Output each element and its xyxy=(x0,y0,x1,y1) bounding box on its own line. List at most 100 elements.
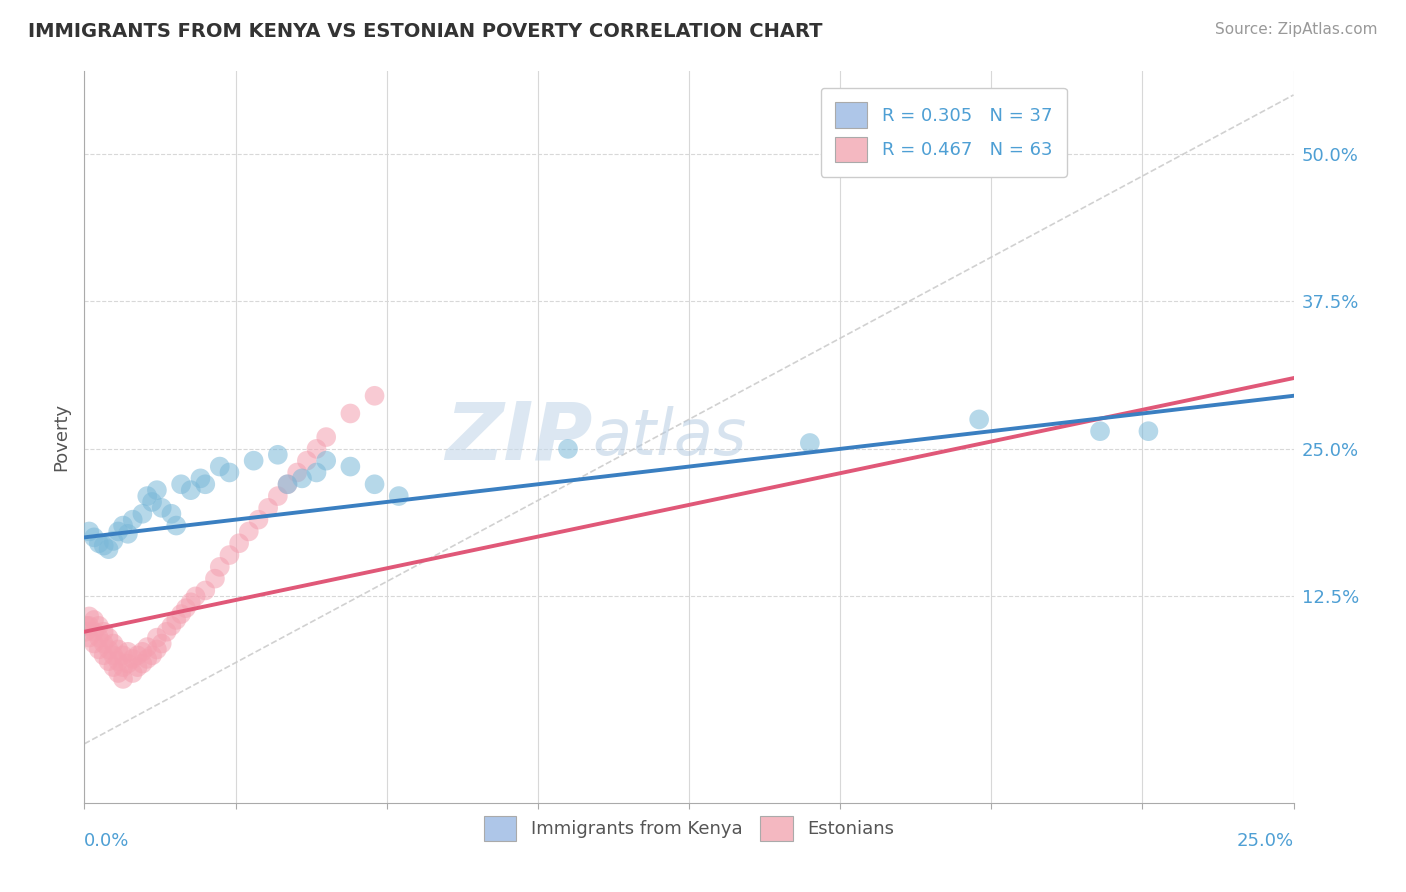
Point xyxy=(257,500,280,515)
Point xyxy=(83,530,105,544)
Point xyxy=(112,648,135,663)
Point xyxy=(93,539,115,553)
Point xyxy=(190,471,212,485)
Point xyxy=(87,536,110,550)
Point xyxy=(112,518,135,533)
Point xyxy=(339,459,361,474)
Point xyxy=(315,430,337,444)
Point xyxy=(165,518,187,533)
Point xyxy=(557,442,579,456)
Point xyxy=(112,672,135,686)
Text: atlas: atlas xyxy=(592,406,747,468)
Point xyxy=(87,631,110,645)
Point xyxy=(238,524,260,539)
Point xyxy=(150,500,173,515)
Point xyxy=(107,642,129,657)
Point xyxy=(295,453,318,467)
Text: ZIP: ZIP xyxy=(444,398,592,476)
Point xyxy=(146,642,169,657)
Point xyxy=(315,453,337,467)
Point xyxy=(184,590,207,604)
Point xyxy=(97,542,120,557)
Point xyxy=(208,459,231,474)
Point xyxy=(136,640,159,654)
Point xyxy=(103,648,125,663)
Point xyxy=(247,513,270,527)
Point xyxy=(146,483,169,498)
Point xyxy=(305,442,328,456)
Point xyxy=(218,548,240,562)
Point xyxy=(131,657,153,671)
Point xyxy=(267,448,290,462)
Point xyxy=(75,624,97,639)
Y-axis label: Poverty: Poverty xyxy=(52,403,70,471)
Point xyxy=(242,453,264,467)
Point xyxy=(93,648,115,663)
Point xyxy=(83,636,105,650)
Point xyxy=(967,412,990,426)
Point xyxy=(267,489,290,503)
Point xyxy=(276,477,298,491)
Point xyxy=(77,631,100,645)
Point xyxy=(112,660,135,674)
Point xyxy=(93,636,115,650)
Point xyxy=(363,477,385,491)
Point xyxy=(160,619,183,633)
Point xyxy=(180,595,202,609)
Point xyxy=(121,652,143,666)
Point xyxy=(194,583,217,598)
Point xyxy=(97,631,120,645)
Point xyxy=(76,619,98,633)
Point xyxy=(97,654,120,668)
Point xyxy=(103,660,125,674)
Point xyxy=(136,652,159,666)
Point xyxy=(87,642,110,657)
Point xyxy=(77,524,100,539)
Text: IMMIGRANTS FROM KENYA VS ESTONIAN POVERTY CORRELATION CHART: IMMIGRANTS FROM KENYA VS ESTONIAN POVERT… xyxy=(28,22,823,41)
Point xyxy=(117,645,139,659)
Point xyxy=(107,524,129,539)
Point xyxy=(93,624,115,639)
Point xyxy=(150,636,173,650)
Point xyxy=(127,648,149,663)
Point xyxy=(141,495,163,509)
Point xyxy=(155,624,177,639)
Point xyxy=(388,489,411,503)
Point xyxy=(208,559,231,574)
Point xyxy=(77,609,100,624)
Point xyxy=(1088,424,1111,438)
Point xyxy=(107,654,129,668)
Point xyxy=(117,526,139,541)
Point xyxy=(136,489,159,503)
Point xyxy=(276,477,298,491)
Point xyxy=(117,657,139,671)
Point xyxy=(160,507,183,521)
Point xyxy=(141,648,163,663)
Point xyxy=(174,601,197,615)
Point xyxy=(127,660,149,674)
Point xyxy=(285,466,308,480)
Point xyxy=(204,572,226,586)
Point xyxy=(146,631,169,645)
Point xyxy=(121,513,143,527)
Point xyxy=(103,636,125,650)
Text: 0.0%: 0.0% xyxy=(84,832,129,850)
Point xyxy=(131,507,153,521)
Point xyxy=(1137,424,1160,438)
Point xyxy=(305,466,328,480)
Point xyxy=(83,613,105,627)
Text: Source: ZipAtlas.com: Source: ZipAtlas.com xyxy=(1215,22,1378,37)
Text: 25.0%: 25.0% xyxy=(1236,832,1294,850)
Point xyxy=(170,477,193,491)
Point xyxy=(799,436,821,450)
Point xyxy=(97,642,120,657)
Point xyxy=(180,483,202,498)
Point xyxy=(339,407,361,421)
Point xyxy=(107,666,129,681)
Legend: Immigrants from Kenya, Estonians: Immigrants from Kenya, Estonians xyxy=(477,809,901,848)
Point xyxy=(103,533,125,548)
Point xyxy=(170,607,193,621)
Point xyxy=(131,645,153,659)
Point xyxy=(194,477,217,491)
Point xyxy=(83,624,105,639)
